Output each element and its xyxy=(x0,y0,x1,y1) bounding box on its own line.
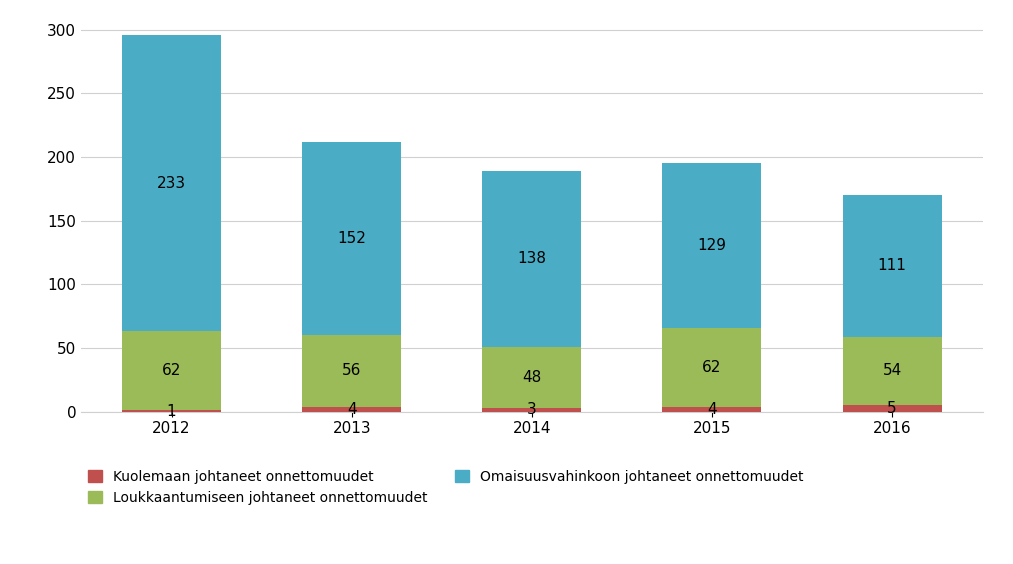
Bar xyxy=(843,337,942,406)
Bar xyxy=(843,195,942,337)
Text: 5: 5 xyxy=(887,401,897,416)
Text: 4: 4 xyxy=(346,402,357,417)
Text: 4: 4 xyxy=(707,402,717,417)
Bar xyxy=(122,411,221,412)
Bar xyxy=(663,328,762,407)
Text: 3: 3 xyxy=(527,402,537,417)
Bar xyxy=(663,164,762,328)
Text: 138: 138 xyxy=(518,252,546,266)
Bar xyxy=(482,171,581,347)
Text: 62: 62 xyxy=(702,360,721,374)
Text: 54: 54 xyxy=(882,363,902,378)
Text: 129: 129 xyxy=(698,238,726,253)
Bar xyxy=(122,35,221,332)
Text: 111: 111 xyxy=(877,258,907,274)
Text: 152: 152 xyxy=(337,231,366,246)
Text: 1: 1 xyxy=(167,404,176,418)
Bar xyxy=(302,336,401,407)
Bar xyxy=(122,332,221,411)
Bar xyxy=(302,142,401,336)
Text: 233: 233 xyxy=(157,175,186,191)
Bar xyxy=(663,407,762,412)
Legend: Kuolemaan johtaneet onnettomuudet, Loukkaantumiseen johtaneet onnettomuudet, Oma: Kuolemaan johtaneet onnettomuudet, Loukk… xyxy=(88,470,803,505)
Bar xyxy=(302,407,401,412)
Bar xyxy=(843,406,942,412)
Text: 62: 62 xyxy=(162,363,181,378)
Text: 48: 48 xyxy=(522,370,542,385)
Text: 56: 56 xyxy=(342,363,362,378)
Bar xyxy=(482,408,581,412)
Bar xyxy=(482,347,581,408)
